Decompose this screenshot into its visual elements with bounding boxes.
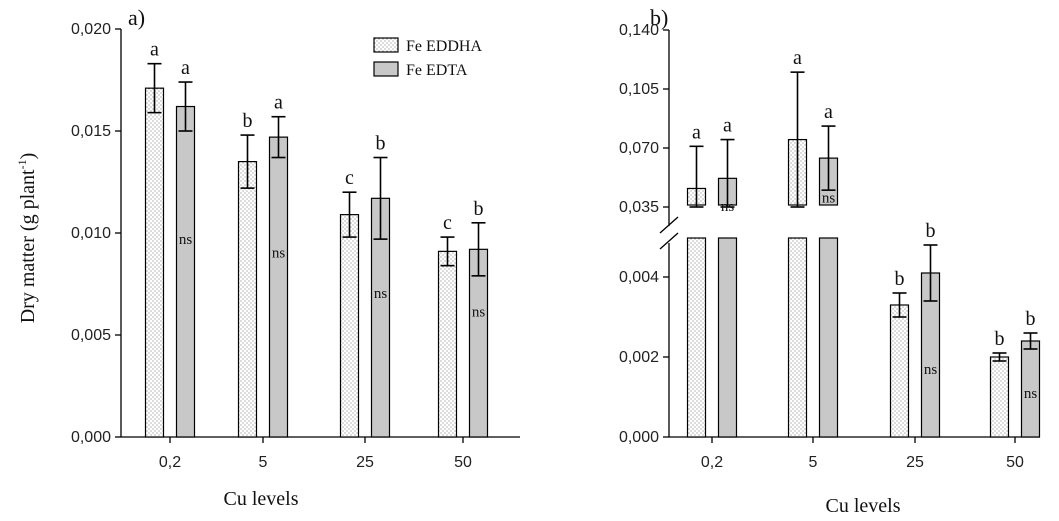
y-tick-label: 0,000 <box>619 429 659 446</box>
significance-letter: a <box>692 121 701 143</box>
significance-letter: b <box>995 328 1005 350</box>
axis-break-mark <box>659 232 679 250</box>
significance-letter: b <box>243 110 253 132</box>
bar-fe-eddha <box>989 356 1010 438</box>
bar-fe-eddha <box>237 161 258 438</box>
y-tick-label: 0,035 <box>619 199 659 216</box>
x-tick-label: 5 <box>259 454 268 471</box>
y-tick-label: 0,020 <box>71 21 111 38</box>
ns-label: ns <box>721 199 735 215</box>
x-tick-label: 25 <box>906 454 924 471</box>
y-tick-label: 0,015 <box>71 123 111 140</box>
y-tick-label: 0,105 <box>619 81 659 98</box>
significance-letter: b <box>474 198 484 220</box>
bar-fe-edta <box>175 105 196 438</box>
panel-a-xlabel: Cu levels <box>224 488 299 510</box>
bar-fe-eddha <box>144 87 165 438</box>
y-tick-label: 0,070 <box>619 140 659 157</box>
significance-letter: a <box>274 92 283 114</box>
significance-letter: a <box>793 47 802 69</box>
legend-label-fe-eddha: Fe EDDHA <box>406 38 482 55</box>
x-tick-label: 25 <box>356 454 374 471</box>
x-tick-label: 50 <box>454 454 472 471</box>
x-tick-label: 0,2 <box>159 454 181 471</box>
ns-label: ns <box>1024 386 1038 402</box>
ns-label: ns <box>272 245 286 261</box>
y-tick-label: 0,010 <box>71 225 111 242</box>
significance-letter: b <box>376 133 386 155</box>
bar-fe-eddha <box>437 250 458 438</box>
legend-swatch-fe-eddha <box>373 37 399 53</box>
legend-label-fe-edta: Fe EDTA <box>406 62 468 79</box>
y-tick-label: 0,005 <box>71 327 111 344</box>
panel-b-xlabel: Cu levels <box>826 495 901 517</box>
significance-letter: a <box>150 39 159 61</box>
ns-label: ns <box>472 304 486 320</box>
significance-letter: c <box>443 212 452 234</box>
bar-fe-edta-lower <box>717 237 738 438</box>
legend-swatch-fe-edta <box>373 61 399 77</box>
significance-letter: b <box>926 220 936 242</box>
bar-fe-eddha-lower <box>686 237 707 438</box>
axis-break-mark <box>659 216 679 234</box>
ns-label: ns <box>924 362 938 378</box>
bar-fe-edta <box>268 136 289 438</box>
significance-letter: b <box>1026 308 1036 330</box>
bar-fe-edta-lower <box>818 237 839 438</box>
bar-fe-edta <box>468 248 489 438</box>
panel-b-label: b) <box>650 5 668 30</box>
ns-label: ns <box>822 191 836 207</box>
significance-letter: a <box>181 57 190 79</box>
legend: Fe EDDHA Fe EDTA <box>373 37 482 79</box>
bar-fe-eddha <box>889 304 910 438</box>
y-tick-label: 0,000 <box>71 429 111 446</box>
panel-a-ylabel: Dry matter (g plant-1) <box>15 153 39 324</box>
significance-letter: c <box>345 167 354 189</box>
x-tick-label: 50 <box>1006 454 1024 471</box>
y-tick-label: 0,002 <box>619 349 659 366</box>
panel-a-plot: 0,0000,0050,0100,0150,0200,2aans5bans25c… <box>71 21 520 471</box>
bar-fe-eddha <box>339 214 360 438</box>
ns-label: ns <box>179 232 193 248</box>
significance-letter: a <box>824 101 833 123</box>
ns-label: ns <box>374 286 388 302</box>
panel-a-label: a) <box>128 5 145 30</box>
y-tick-label: 0,004 <box>619 269 659 286</box>
x-tick-label: 0,2 <box>701 454 723 471</box>
x-tick-label: 5 <box>809 454 818 471</box>
bar-fe-eddha-lower <box>787 237 808 438</box>
y-tick-label: 0,140 <box>619 22 659 39</box>
significance-letter: b <box>895 268 905 290</box>
significance-letter: a <box>723 115 732 137</box>
